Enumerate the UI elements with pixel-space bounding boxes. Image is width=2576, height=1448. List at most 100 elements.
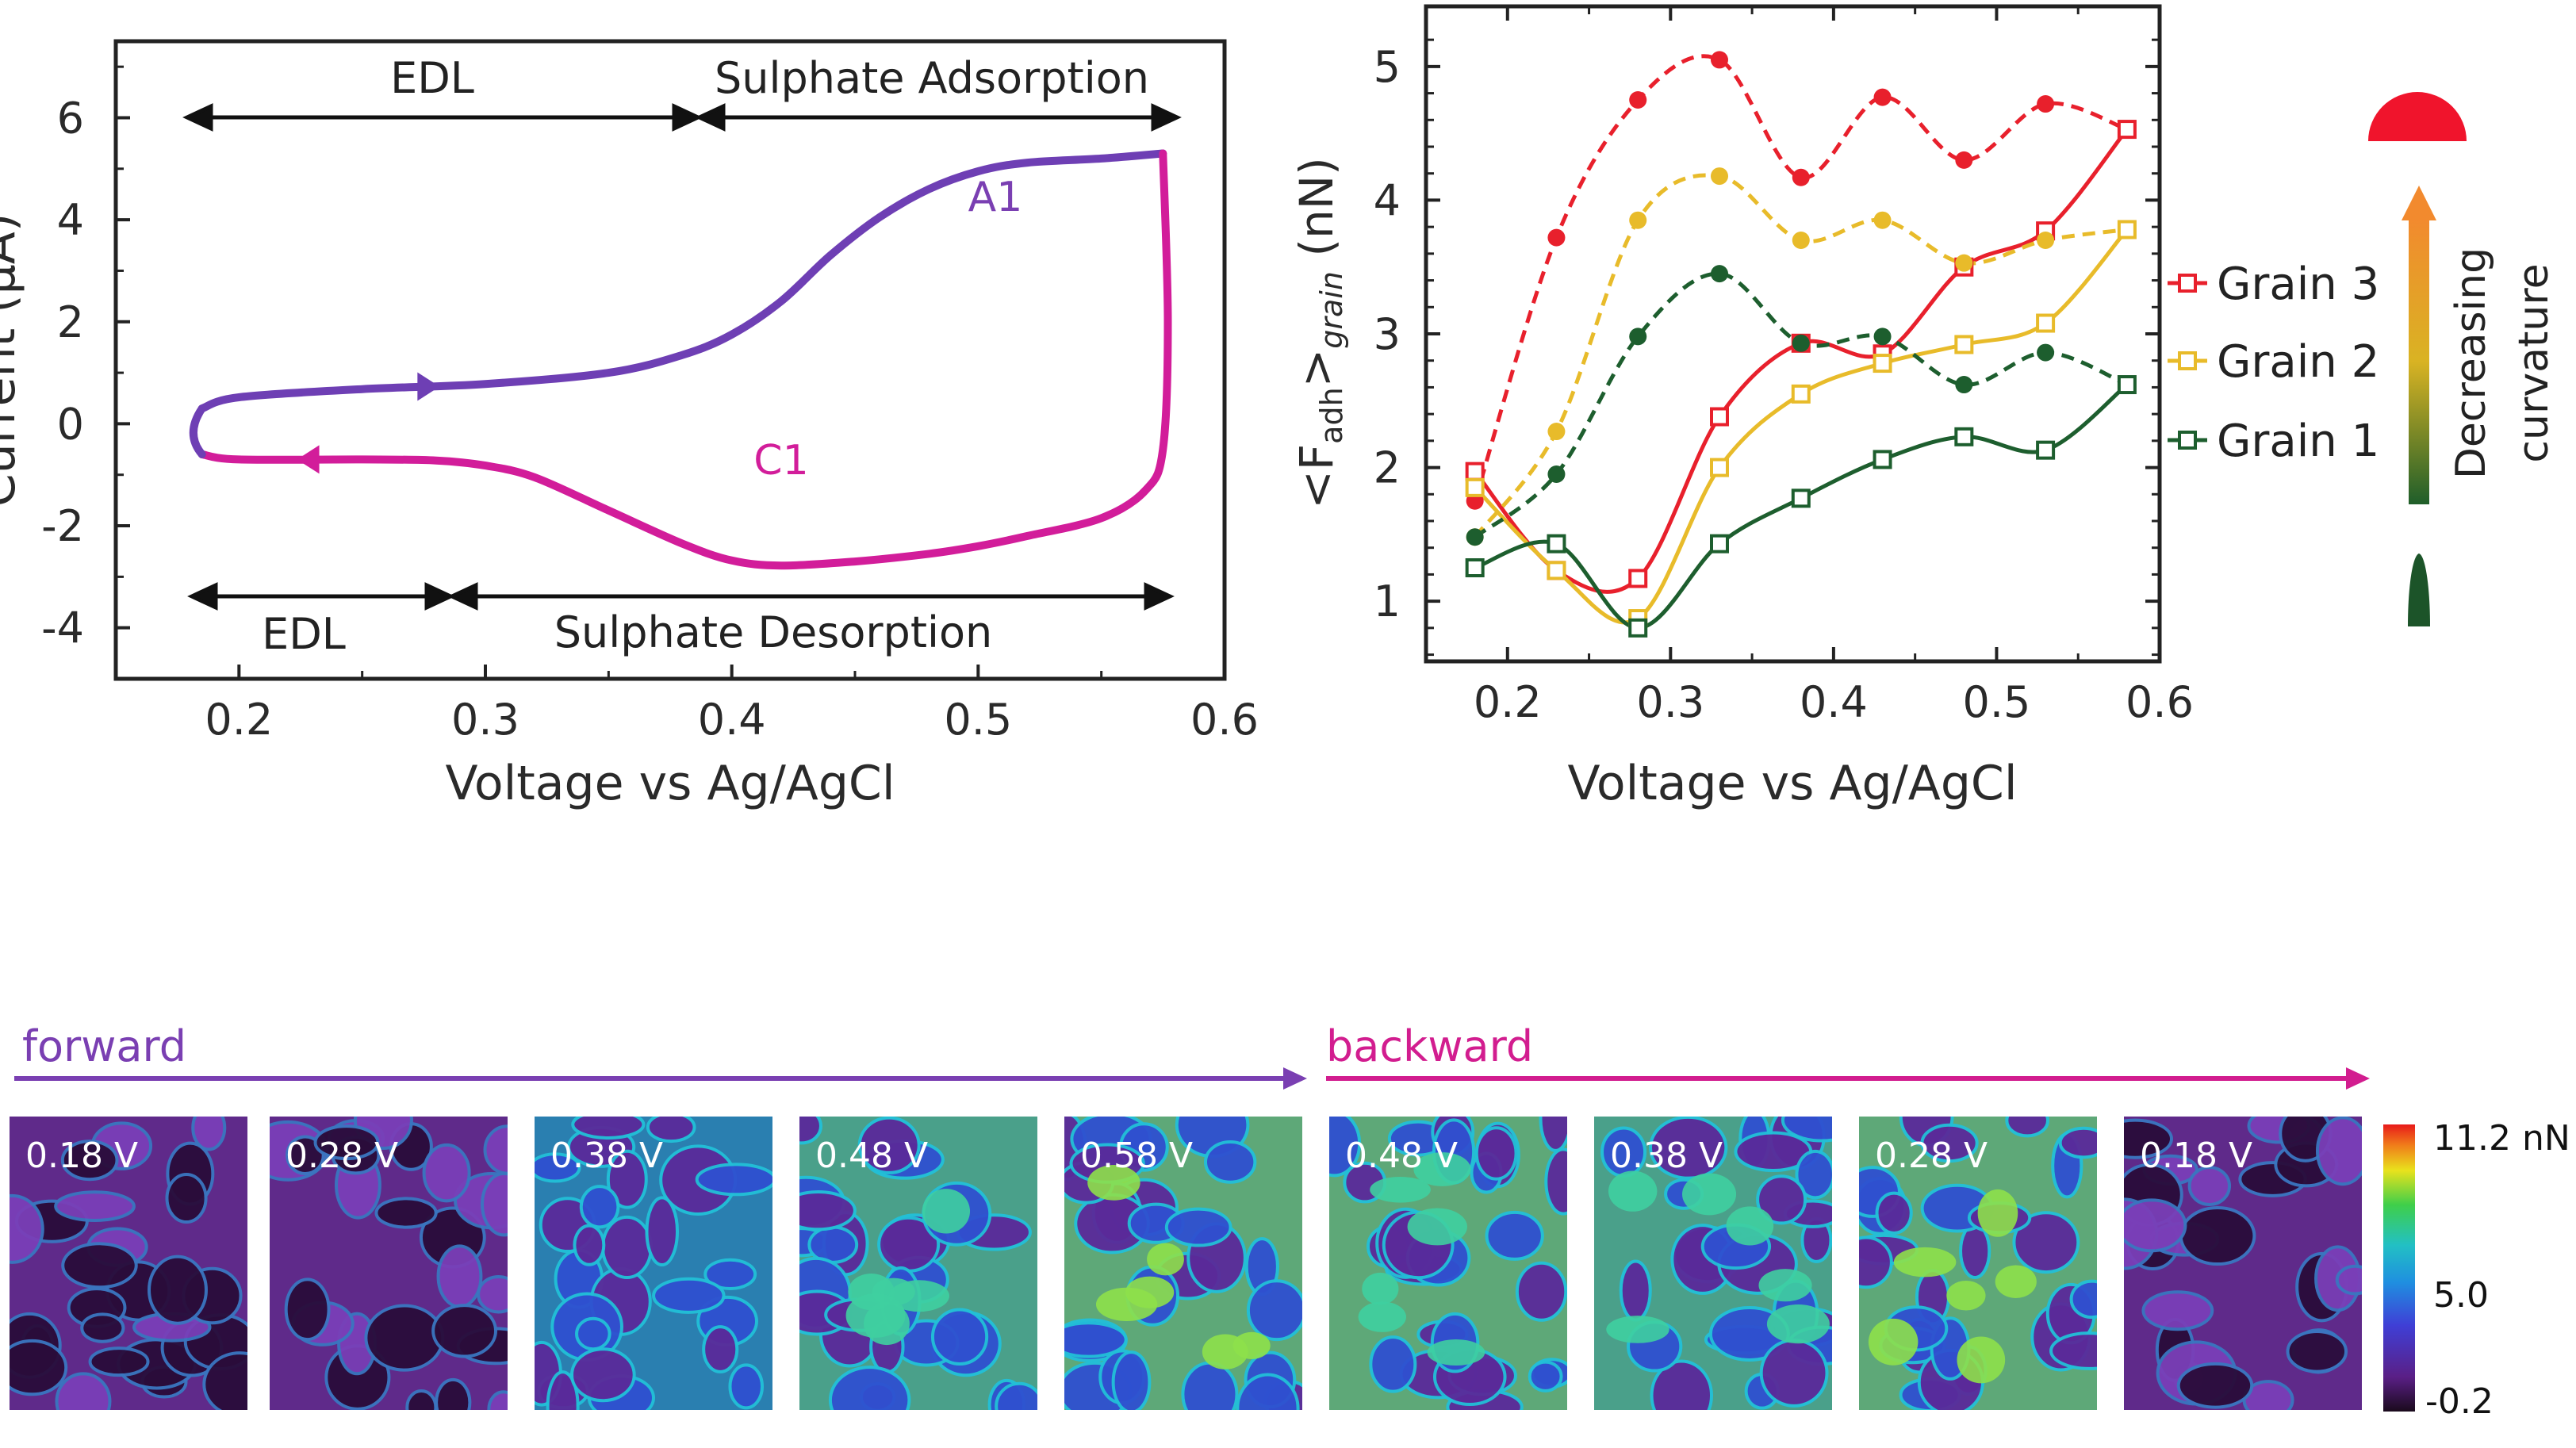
- adh-forward-point: [1792, 168, 1810, 186]
- map-high-adhesion-region: [1202, 1334, 1248, 1369]
- cv-y-tick-label: -4: [41, 603, 84, 653]
- cv-x-tick-label: 0.4: [698, 695, 766, 745]
- desorption-arrowhead-right: [1144, 582, 1175, 611]
- map-grain: [645, 1196, 679, 1267]
- map-grain: [284, 1278, 331, 1342]
- cv-y-tick-label: 2: [57, 297, 84, 347]
- adhesion-maps: forward backward 0.18 V 0.28 V 0.38 V 0.48 …: [10, 1021, 2570, 1422]
- map-grain: [435, 1377, 472, 1410]
- cv-y-ticks: 6 4 2 0 -2 -4: [41, 65, 130, 680]
- map-grain: [1648, 1117, 1728, 1180]
- map-grain: [1528, 1360, 1563, 1392]
- adhesion-y-axis-label: <Fadh>grain (nN): [1290, 157, 1349, 509]
- sulphate-desorption-label: Sulphate Desorption: [554, 607, 993, 657]
- adh-forward-point: [1955, 376, 1973, 394]
- legend-label: Grain 2: [2217, 336, 2379, 388]
- legend-swatch-marker: [2178, 431, 2197, 450]
- map-grain: [364, 1304, 445, 1372]
- adh-backward-point: [1873, 450, 1892, 469]
- adh-y-tick-label: 1: [1374, 577, 1401, 626]
- adhesion-x-ticks: 0.2 0.3 0.4 0.5 0.6: [1424, 6, 2194, 727]
- map-high-adhesion-region: [1766, 1304, 1830, 1344]
- map-grain: [1329, 1117, 1362, 1178]
- map-grain: [2176, 1362, 2254, 1409]
- cv-x-tick-label: 0.2: [205, 695, 273, 745]
- map-tiles: 0.18 V 0.28 V 0.38 V 0.48 V 0.58 V 0.48 V 0.38…: [10, 1117, 2362, 1410]
- adh-forward-point: [1792, 232, 1810, 249]
- low-curvature-tip-icon: [2408, 554, 2430, 626]
- cv-turning-point: [189, 404, 206, 458]
- cv-chart: 0.2 0.3 0.4 0.5 0.6 6 4 2 0 -2 -4 Current (μA) Vo…: [0, 39, 1259, 811]
- adhesion-map-8: 0.28 V: [1859, 1117, 2097, 1410]
- cv-direction-arrow-forward: [417, 372, 440, 401]
- edl-bottom-label: EDL: [262, 609, 346, 659]
- colorbar-max-label: 11.2 nN: [2433, 1118, 2570, 1159]
- map-grain: [1759, 1338, 1829, 1408]
- map-grain: [575, 1316, 611, 1351]
- desorption-arrowhead-left: [447, 582, 478, 611]
- adh-backward-point: [1628, 618, 1648, 638]
- map-grain: [569, 1347, 636, 1403]
- map-grain: [1875, 1191, 1913, 1235]
- map-voltage-label: 0.58 V: [1080, 1136, 1193, 1176]
- map-high-adhesion-region: [1413, 1152, 1471, 1186]
- map-grain: [703, 1258, 757, 1290]
- adh-forward-point: [1873, 211, 1892, 229]
- map-grain: [148, 1255, 208, 1325]
- map-grain: [1515, 1261, 1567, 1322]
- adh-forward-point: [1711, 265, 1728, 283]
- map-grain: [477, 1274, 508, 1314]
- cv-x-tick-label: 0.3: [451, 695, 519, 745]
- map-grain: [1203, 1140, 1257, 1184]
- map-grain: [702, 1325, 739, 1373]
- adh-forward-point: [1955, 254, 1973, 272]
- adhesion-map-6: 0.48 V: [1329, 1117, 1567, 1410]
- adh-backward-point: [2117, 120, 2137, 140]
- adh-forward-point: [1873, 88, 1892, 106]
- map-high-adhesion-region: [1358, 1301, 1407, 1332]
- map-grain: [88, 1346, 150, 1377]
- map-grain: [2316, 1117, 2362, 1186]
- adh-forward-point: [2037, 95, 2055, 113]
- map-grain: [1064, 1321, 1128, 1358]
- adh-backward-point: [2036, 440, 2056, 460]
- map-grain: [1619, 1259, 1652, 1322]
- legend-label: Grain 1: [2217, 416, 2379, 467]
- legend-swatch-marker: [2178, 274, 2197, 293]
- adh-backward-point: [1710, 458, 1729, 477]
- cv-y-tick-label: 4: [57, 195, 84, 245]
- adh-forward-line-2: [1473, 173, 2128, 538]
- map-high-adhesion-region: [1957, 1336, 2006, 1384]
- map-grain: [2049, 1331, 2097, 1370]
- edl-top-arrowhead-right: [672, 103, 703, 132]
- forward-label: forward: [22, 1021, 186, 1071]
- backward-arrowhead: [2346, 1067, 2370, 1090]
- map-grain: [1795, 1149, 1832, 1200]
- map-high-adhesion-region: [1977, 1189, 2018, 1237]
- map-voltage-label: 0.38 V: [1610, 1136, 1723, 1176]
- adh-backward-point: [1465, 558, 1485, 577]
- adh-forward-point: [2037, 343, 2055, 362]
- adh-x-tick-label: 0.2: [1474, 677, 1542, 727]
- map-grain: [481, 1171, 508, 1237]
- map-grain: [1369, 1335, 1417, 1393]
- peak-a1-label: A1: [968, 174, 1023, 221]
- map-high-adhesion-region: [1726, 1206, 1774, 1246]
- map-high-adhesion-region: [1087, 1165, 1140, 1201]
- map-voltage-label: 0.48 V: [815, 1136, 928, 1176]
- map-grain: [728, 1363, 765, 1410]
- map-grain: [436, 1244, 483, 1308]
- adhesion-map-5: 0.58 V: [1064, 1117, 1302, 1410]
- map-high-adhesion-region: [1682, 1173, 1737, 1216]
- map-grain: [374, 1197, 438, 1229]
- cv-y-tick-label: 0: [57, 399, 84, 449]
- cv-y-axis-label: Current (μA): [0, 213, 26, 507]
- adh-forward-point: [1792, 334, 1810, 352]
- map-grain: [601, 1215, 653, 1280]
- adh-backward-point: [1954, 427, 1974, 446]
- cv-y-tick-label: -2: [41, 501, 84, 551]
- map-grain: [571, 1117, 646, 1140]
- map-grain: [2124, 1118, 2173, 1159]
- adh-backward-line-2: [1473, 228, 2129, 625]
- adh-forward-point: [1629, 211, 1647, 229]
